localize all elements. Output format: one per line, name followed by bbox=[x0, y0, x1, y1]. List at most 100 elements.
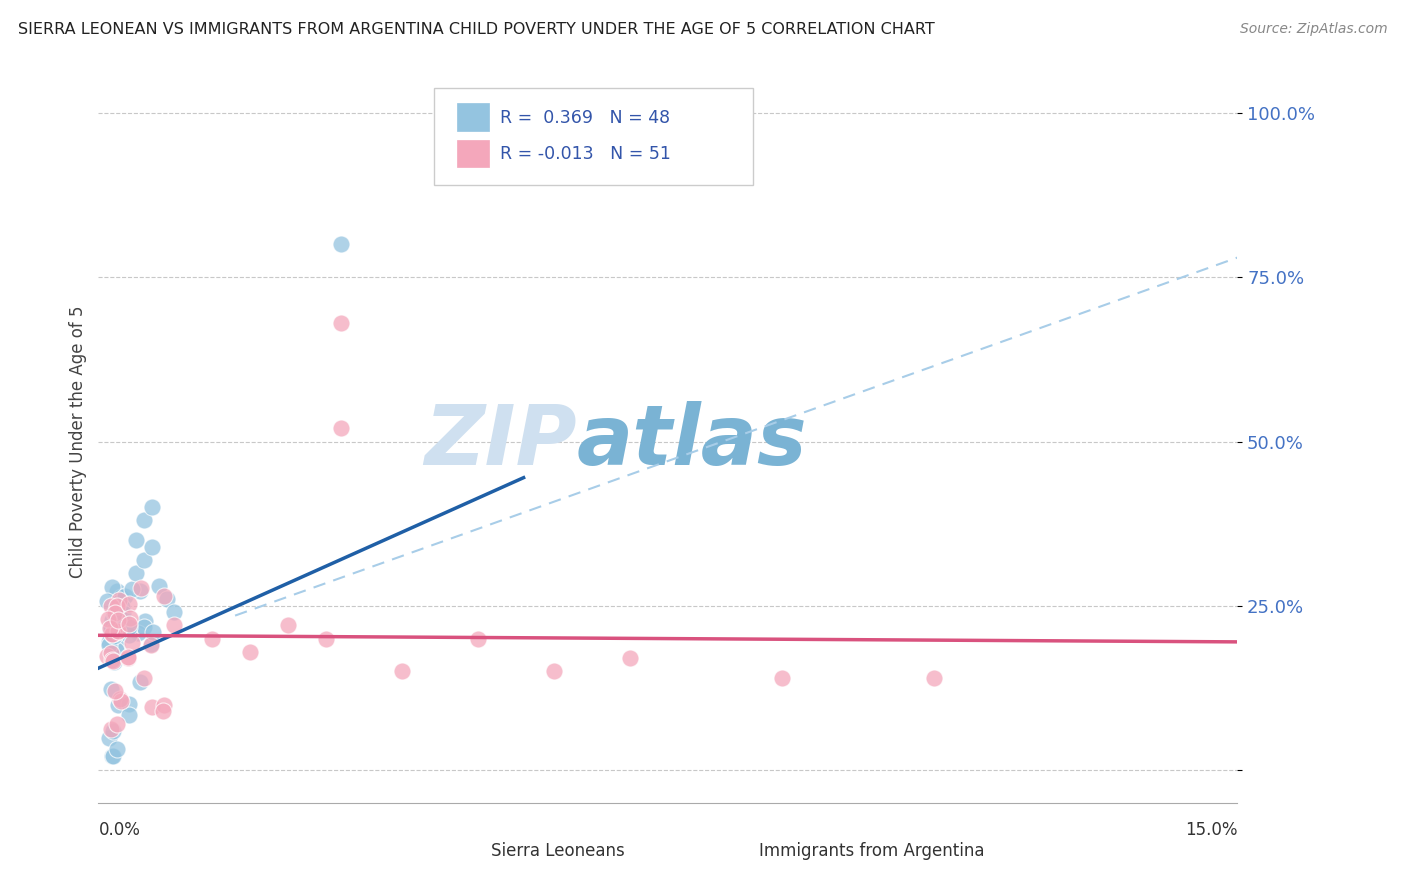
Point bbox=[105, 599, 128, 614]
Point bbox=[141, 540, 163, 554]
Point bbox=[101, 749, 124, 764]
Point bbox=[132, 513, 155, 527]
Point bbox=[97, 635, 120, 649]
Point bbox=[142, 624, 165, 639]
Point bbox=[105, 741, 128, 756]
Point bbox=[105, 624, 128, 639]
Point bbox=[148, 579, 170, 593]
Point bbox=[111, 606, 134, 620]
Point bbox=[128, 675, 150, 690]
Point bbox=[105, 583, 128, 598]
Y-axis label: Child Poverty Under the Age of 5: Child Poverty Under the Age of 5 bbox=[69, 305, 87, 578]
Point bbox=[120, 611, 142, 625]
Point bbox=[467, 632, 489, 646]
Point bbox=[619, 651, 641, 665]
Point bbox=[105, 717, 128, 731]
Text: Sierra Leoneans: Sierra Leoneans bbox=[491, 842, 626, 860]
Bar bbox=[440, 839, 484, 863]
Point bbox=[117, 650, 139, 665]
Point bbox=[315, 632, 337, 646]
Point bbox=[107, 613, 129, 627]
Point bbox=[105, 612, 128, 626]
Point bbox=[132, 553, 155, 567]
Text: Immigrants from Argentina: Immigrants from Argentina bbox=[759, 842, 984, 860]
Point bbox=[118, 697, 141, 711]
Point bbox=[141, 637, 163, 651]
Point bbox=[101, 626, 124, 640]
Point bbox=[141, 639, 163, 653]
Point bbox=[330, 421, 353, 435]
Point bbox=[100, 723, 122, 737]
Bar bbox=[707, 839, 751, 863]
Point bbox=[770, 671, 793, 685]
Point bbox=[163, 605, 186, 619]
Point bbox=[543, 665, 565, 679]
Point bbox=[134, 614, 156, 628]
Point bbox=[153, 589, 176, 603]
Point bbox=[101, 627, 124, 641]
Bar bbox=[457, 103, 489, 131]
Point bbox=[98, 621, 121, 635]
Point bbox=[129, 581, 152, 595]
Point bbox=[103, 629, 125, 643]
Point bbox=[96, 649, 118, 664]
Point bbox=[391, 665, 413, 679]
Point bbox=[107, 593, 129, 607]
Point bbox=[101, 580, 124, 594]
Point bbox=[118, 597, 141, 611]
Point bbox=[101, 613, 124, 627]
Point bbox=[110, 591, 132, 605]
Point bbox=[110, 694, 132, 708]
Point bbox=[163, 618, 186, 632]
Point bbox=[121, 582, 143, 597]
Text: 15.0%: 15.0% bbox=[1185, 822, 1237, 839]
Point bbox=[103, 655, 125, 669]
Point bbox=[100, 620, 122, 634]
Point bbox=[107, 698, 129, 713]
Text: R =  0.369   N = 48: R = 0.369 N = 48 bbox=[501, 109, 671, 127]
Point bbox=[103, 654, 125, 668]
Text: Source: ZipAtlas.com: Source: ZipAtlas.com bbox=[1240, 22, 1388, 37]
Point bbox=[125, 566, 148, 580]
Point bbox=[153, 698, 176, 713]
Point bbox=[111, 600, 134, 615]
Point bbox=[277, 618, 299, 632]
Point bbox=[125, 533, 148, 547]
Point bbox=[103, 749, 125, 764]
Text: SIERRA LEONEAN VS IMMIGRANTS FROM ARGENTINA CHILD POVERTY UNDER THE AGE OF 5 COR: SIERRA LEONEAN VS IMMIGRANTS FROM ARGENT… bbox=[18, 22, 935, 37]
Point bbox=[117, 651, 139, 665]
Point bbox=[118, 617, 141, 632]
Text: atlas: atlas bbox=[576, 401, 807, 482]
Text: R = -0.013   N = 51: R = -0.013 N = 51 bbox=[501, 145, 671, 163]
Point bbox=[141, 700, 163, 714]
Point bbox=[101, 724, 124, 739]
Point bbox=[98, 731, 121, 745]
Point bbox=[134, 620, 156, 634]
Point bbox=[96, 594, 118, 608]
Point bbox=[330, 316, 353, 330]
Point bbox=[152, 704, 174, 718]
Point bbox=[103, 607, 125, 621]
Point bbox=[127, 625, 149, 640]
Point bbox=[100, 599, 122, 613]
Point bbox=[128, 583, 150, 598]
Point bbox=[117, 620, 139, 634]
Point bbox=[330, 237, 353, 252]
Point bbox=[156, 592, 179, 607]
FancyBboxPatch shape bbox=[434, 87, 754, 185]
Point bbox=[201, 632, 224, 646]
Point bbox=[97, 612, 120, 626]
Point bbox=[114, 589, 136, 603]
Bar bbox=[457, 139, 489, 167]
Point bbox=[112, 613, 135, 627]
Point bbox=[107, 624, 129, 638]
Point bbox=[118, 628, 141, 642]
Point bbox=[922, 671, 945, 685]
Point bbox=[121, 635, 143, 649]
Text: ZIP: ZIP bbox=[425, 401, 576, 482]
Text: 0.0%: 0.0% bbox=[98, 822, 141, 839]
Point bbox=[105, 643, 128, 657]
Point bbox=[104, 683, 127, 698]
Point bbox=[141, 500, 163, 515]
Point bbox=[239, 645, 262, 659]
